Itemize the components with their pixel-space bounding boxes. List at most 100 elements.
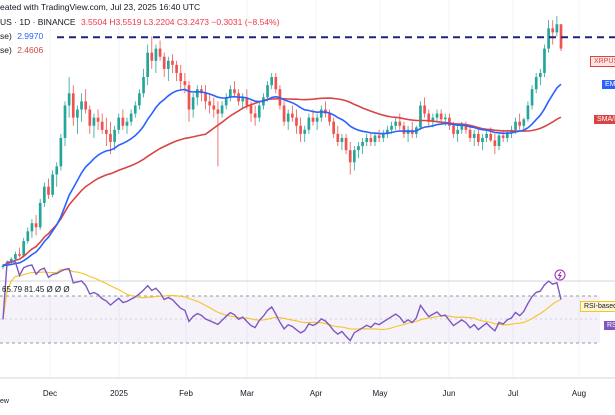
candle-body [146, 52, 150, 78]
candle [51, 170, 54, 198]
candle-body [63, 105, 67, 138]
candle-body [257, 105, 261, 118]
candle [481, 133, 484, 151]
candle [22, 237, 26, 258]
candle [357, 142, 360, 159]
candle [369, 133, 373, 147]
rsi-ma-line [2, 268, 562, 330]
candle-body [42, 186, 46, 203]
candle-body [530, 89, 534, 106]
candle [505, 129, 509, 142]
alert-clock-icon[interactable] [554, 269, 566, 281]
candle-body [154, 48, 158, 61]
header-line-4: se) 2.4606 [0, 45, 43, 55]
candle [290, 105, 294, 122]
candle [212, 97, 216, 118]
footer-text: ew [0, 398, 9, 405]
candle [266, 81, 269, 102]
rsi-band [0, 296, 600, 343]
candle [133, 101, 137, 118]
candle [208, 93, 212, 114]
candle-body [113, 129, 116, 142]
candle [113, 125, 116, 151]
candle [270, 72, 274, 90]
candle-body [150, 52, 154, 61]
candle [274, 72, 278, 94]
price-tag-symbol: XRPUSDT [590, 56, 615, 67]
candle [38, 198, 42, 230]
candle-body [394, 121, 398, 126]
candle-body [460, 125, 464, 130]
candle [493, 133, 497, 155]
candle-body [158, 48, 162, 57]
candle-body [398, 121, 402, 126]
candle [518, 113, 522, 130]
candle [171, 54, 174, 73]
candle-body [266, 85, 269, 98]
candle-body [233, 89, 236, 94]
candle [394, 117, 398, 130]
candle-body [402, 125, 406, 134]
candle [117, 113, 121, 134]
candle [464, 121, 468, 134]
candle-body [204, 93, 207, 102]
candle [340, 133, 344, 151]
candle-body [547, 28, 550, 49]
candle-body [448, 117, 451, 126]
candle-body [59, 137, 63, 167]
x-axis-label: Apr [309, 389, 323, 398]
candle-body [472, 133, 476, 138]
candle-body [340, 137, 344, 142]
candle-body [332, 121, 336, 134]
candle-body [493, 140, 497, 147]
candle-body [92, 117, 96, 126]
candle [402, 121, 406, 138]
candle [547, 20, 550, 53]
rsi-values: 65.79 81.45 Ø Ø Ø [2, 285, 70, 294]
candle-body [26, 231, 30, 242]
candles-layer [1, 16, 563, 269]
candle-body [195, 89, 199, 98]
candle [92, 113, 96, 138]
candle-body [104, 129, 108, 134]
candle-body [179, 72, 183, 82]
candle [551, 20, 555, 45]
candle [216, 101, 220, 167]
candle [18, 247, 21, 258]
candle [303, 125, 307, 142]
candle [485, 129, 488, 142]
candle [30, 219, 34, 238]
x-axis-label: Jun [442, 389, 456, 398]
candle-body [9, 258, 13, 263]
candle [109, 121, 112, 155]
candle-body [481, 137, 484, 142]
candle-body [18, 254, 21, 256]
candle-body [212, 105, 216, 110]
candle-body [423, 105, 426, 114]
candle-body [175, 64, 178, 73]
candle [146, 44, 150, 86]
candle-body [96, 117, 100, 122]
candle-body [162, 56, 166, 69]
candle [381, 129, 385, 142]
candle [534, 72, 538, 94]
candle-body [166, 60, 170, 69]
candle-body [419, 105, 422, 128]
candle-body [361, 142, 364, 147]
candle-body [84, 101, 88, 110]
candle [67, 77, 71, 118]
candle-body [270, 77, 274, 86]
candle-body [38, 202, 42, 228]
candle [100, 113, 104, 134]
candle [319, 105, 323, 122]
candle [468, 125, 472, 142]
candle [166, 56, 170, 82]
candle [47, 178, 50, 199]
candle-body [171, 60, 174, 65]
x-axis-label: Dec [42, 389, 58, 398]
candle-body [30, 223, 34, 232]
candle-body [249, 105, 253, 114]
candle [501, 129, 505, 142]
candle [555, 16, 559, 37]
